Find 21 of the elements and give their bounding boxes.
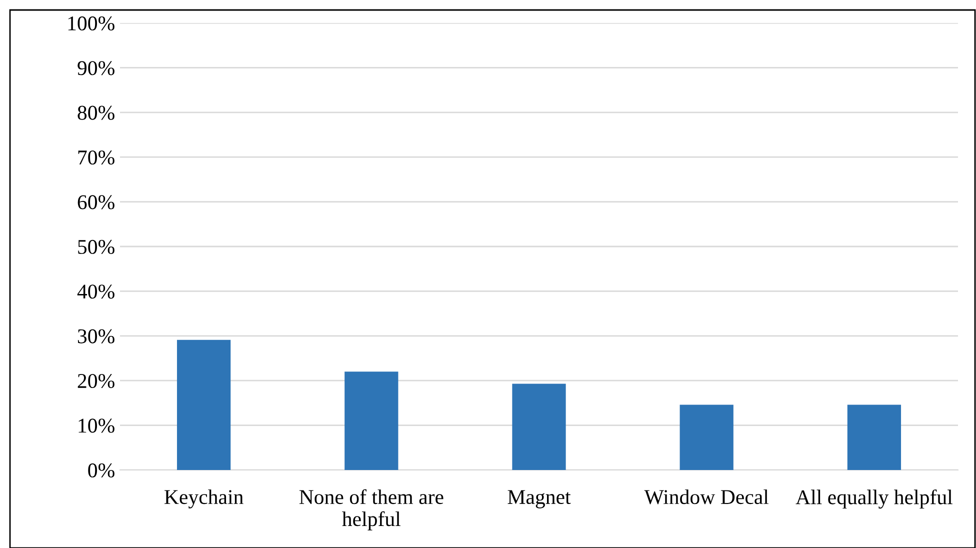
y-tick-label: 50%: [78, 240, 114, 254]
bar: [512, 384, 566, 470]
y-tick-label: 70%: [78, 150, 114, 165]
y-tick-label: 100%: [68, 16, 114, 30]
x-tick-label: None of them are helpful: [299, 489, 444, 530]
y-tick-label: 30%: [78, 329, 114, 344]
x-tick-label: All equally helpful: [796, 489, 952, 509]
y-tick-label: 0%: [88, 463, 114, 478]
bar: [344, 372, 398, 470]
y-tick-label: 90%: [78, 61, 114, 76]
x-tick-label: Magnet: [508, 490, 571, 508]
bar: [680, 404, 734, 470]
y-tick-label: 10%: [78, 418, 114, 433]
bar: [176, 340, 231, 470]
y-tick-label: 60%: [78, 195, 114, 210]
y-tick-label: 20%: [78, 374, 114, 388]
y-tick-label: 80%: [78, 106, 114, 120]
x-tick-label: Window Decal: [644, 489, 769, 504]
bar: [847, 404, 902, 470]
y-tick-label: 40%: [77, 284, 114, 299]
x-tick-label: Keychain: [164, 489, 244, 508]
